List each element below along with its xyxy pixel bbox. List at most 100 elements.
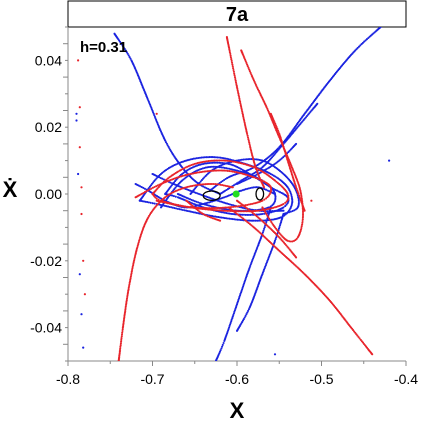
data-point	[219, 183, 222, 186]
data-point	[262, 229, 265, 232]
data-point	[169, 181, 172, 184]
data-point	[197, 206, 200, 209]
data-point	[271, 204, 274, 207]
data-point	[216, 161, 219, 164]
data-point	[247, 213, 250, 216]
data-point	[257, 213, 260, 216]
data-point	[299, 192, 303, 195]
data-point	[225, 167, 228, 170]
data-point	[223, 159, 226, 162]
data-point	[232, 70, 235, 73]
data-point	[223, 217, 226, 220]
data-point	[231, 186, 234, 189]
data-point	[196, 171, 200, 174]
data-point	[203, 207, 206, 210]
data-point	[359, 44, 362, 47]
data-point	[264, 188, 268, 191]
data-point	[200, 207, 203, 210]
data-point	[275, 236, 278, 239]
data-point	[167, 205, 170, 208]
data-point	[301, 223, 304, 226]
data-point	[244, 158, 247, 161]
data-point	[299, 197, 302, 201]
data-point	[221, 159, 224, 162]
data-point	[164, 139, 167, 142]
data-point	[205, 160, 208, 163]
data-point	[122, 46, 125, 49]
data-point	[230, 320, 233, 323]
data-point	[256, 171, 259, 174]
data-point	[121, 44, 124, 48]
data-point	[249, 213, 252, 216]
data-point	[205, 207, 208, 210]
data-point	[156, 184, 159, 187]
data-point	[242, 179, 245, 182]
data-point	[198, 206, 201, 210]
data-point	[127, 288, 130, 291]
data-point	[119, 342, 122, 345]
data-point	[284, 205, 287, 208]
data-point	[184, 205, 187, 208]
y-axis-title: Ẋ	[3, 177, 18, 202]
data-point	[281, 240, 284, 243]
data-point	[233, 218, 236, 221]
data-point	[210, 156, 213, 159]
data-point	[210, 165, 213, 168]
data-point	[139, 185, 142, 188]
data-point	[218, 169, 221, 172]
data-point	[123, 47, 126, 51]
data-point	[239, 104, 242, 107]
scatter-point	[80, 186, 83, 189]
data-point	[301, 218, 304, 221]
x-tick-label: -0.6	[225, 371, 249, 387]
data-point	[263, 198, 266, 201]
data-point	[219, 349, 222, 352]
data-point	[247, 177, 250, 180]
data-point	[125, 51, 128, 54]
y-tick-label: -0.02	[30, 253, 62, 269]
data-point	[257, 173, 260, 176]
data-point	[222, 341, 225, 345]
data-point	[227, 158, 230, 161]
x-ticks: -0.8 -0.7 -0.6 -0.5 -0.4	[56, 361, 418, 387]
data-point	[123, 314, 126, 317]
data-point	[229, 56, 232, 59]
data-point	[250, 210, 253, 213]
data-point	[269, 219, 272, 222]
data-point	[191, 158, 194, 161]
data-point	[206, 215, 209, 218]
plot-area	[75, 27, 391, 361]
data-point	[195, 200, 198, 203]
data-point	[361, 41, 364, 44]
data-point	[247, 138, 250, 141]
data-point	[268, 217, 271, 220]
data-point	[190, 206, 194, 209]
data-point	[217, 183, 220, 186]
data-point	[192, 199, 195, 202]
data-point	[238, 95, 241, 98]
data-point	[130, 270, 133, 273]
data-point	[184, 174, 187, 177]
data-point	[202, 185, 205, 188]
data-point	[209, 165, 212, 168]
data-point	[234, 205, 237, 208]
fixed-point-marker	[232, 190, 240, 198]
data-point	[293, 209, 296, 212]
data-point	[305, 114, 309, 118]
data-point	[274, 195, 277, 198]
data-point	[273, 210, 276, 213]
data-point	[287, 211, 291, 214]
data-point	[121, 329, 124, 333]
data-point	[233, 310, 236, 313]
data-point	[209, 169, 212, 172]
data-point	[252, 176, 255, 179]
data-point	[209, 161, 213, 164]
data-point	[210, 159, 213, 162]
data-point	[242, 210, 245, 213]
data-point	[178, 208, 181, 211]
data-point	[199, 163, 202, 166]
data-point	[270, 207, 273, 210]
data-point	[247, 203, 250, 206]
data-point	[220, 209, 223, 212]
